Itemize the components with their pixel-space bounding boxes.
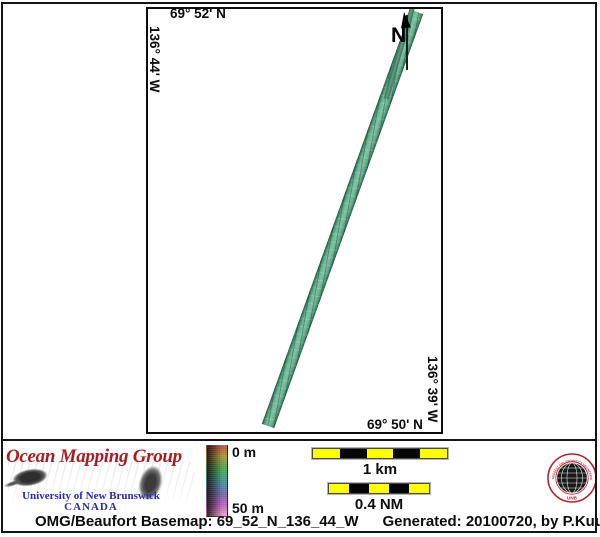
scalebar-segment (313, 449, 340, 458)
omg-logo-country: CANADA (64, 501, 118, 513)
longitude-label-right: 136° 39' W (425, 356, 440, 423)
scalebar-segment (329, 484, 349, 493)
seal-unb-text: UNB (567, 495, 578, 500)
scalebar-segment (366, 449, 394, 458)
north-label: N (391, 24, 407, 47)
depth-scale-min: 0 m (232, 444, 257, 460)
depth-scale-max: 50 m (232, 500, 264, 516)
scalebar-nm (328, 483, 430, 494)
scalebar-segment (369, 484, 389, 493)
seal-inner-ring (555, 461, 589, 495)
globe-icon (557, 463, 587, 493)
scalebar-segment (349, 484, 369, 493)
scalebar-segment (389, 484, 409, 493)
north-arrow-shaft (406, 15, 408, 70)
scalebar-segment (420, 449, 447, 458)
scalebar-segment (339, 449, 367, 458)
unb-seal: GEODESY AND GEOMATICS ENGINEERING UNB (546, 452, 597, 503)
omg-logo-title: Ocean Mapping Group (6, 446, 182, 467)
generated-caption: Generated: 20100720, by P.Kuus (382, 513, 600, 530)
footer-panel: Ocean Mapping Group University of New Br… (1, 439, 600, 533)
omg-logo-university: University of New Brunswick (22, 490, 160, 502)
caption-line: OMG/Beaufort Basemap: 69_52_N_136_44_W Ge… (35, 513, 600, 530)
survey-swath (261, 9, 424, 429)
latitude-label-bottom: 69° 50' N (367, 417, 423, 432)
latitude-label-top: 69° 52' N (170, 6, 226, 21)
depth-colorbar (206, 445, 228, 517)
scalebar-km-label: 1 km (362, 461, 398, 478)
scalebar-segment (393, 449, 421, 458)
scalebar-nm-label: 0.4 NM (354, 496, 404, 513)
scalebar-segment (409, 484, 429, 493)
longitude-label-left: 136° 44' W (147, 26, 162, 93)
scalebar-km (312, 448, 448, 459)
map-frame: N (146, 7, 443, 434)
basemap-caption: OMG/Beaufort Basemap: 69_52_N_136_44_W (35, 513, 359, 530)
